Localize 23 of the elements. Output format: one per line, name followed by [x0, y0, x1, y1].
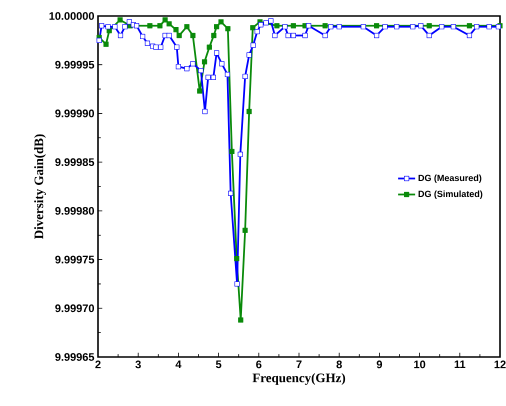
- x-tick-label: 3: [135, 360, 141, 368]
- x-tick-label: 8: [336, 360, 342, 368]
- y-tick-label: 9.99965: [55, 353, 94, 361]
- x-tick-label: 6: [256, 360, 262, 368]
- y-tick-label: 9.99995: [55, 60, 94, 69]
- legend-label: DG (Measured): [418, 174, 482, 183]
- x-tick-label: 12: [494, 360, 506, 368]
- x-tick-label: 4: [176, 360, 182, 368]
- x-tick-label: 7: [296, 360, 302, 368]
- legend-label: DG (Simulated): [418, 190, 482, 199]
- y-tick-label: 9.99990: [55, 110, 94, 118]
- y-tick-label: 9.99975: [55, 256, 94, 264]
- y-tick-label: 9.99980: [55, 206, 94, 215]
- y-tick-label: 9.99970: [55, 304, 94, 312]
- x-tick-label: 11: [454, 360, 466, 368]
- x-tick-label: 9: [376, 360, 382, 368]
- x-tick-label: 10: [414, 360, 426, 368]
- x-tick-label: 2: [95, 360, 101, 368]
- x-tick-label: 5: [216, 360, 222, 368]
- x-axis-title: Frequency(GHz): [252, 373, 346, 385]
- y-tick-label: 10.00000: [49, 12, 94, 20]
- y-tick-label: 9.99985: [55, 158, 94, 166]
- y-axis-title: Diversity Gain(dB): [34, 134, 46, 239]
